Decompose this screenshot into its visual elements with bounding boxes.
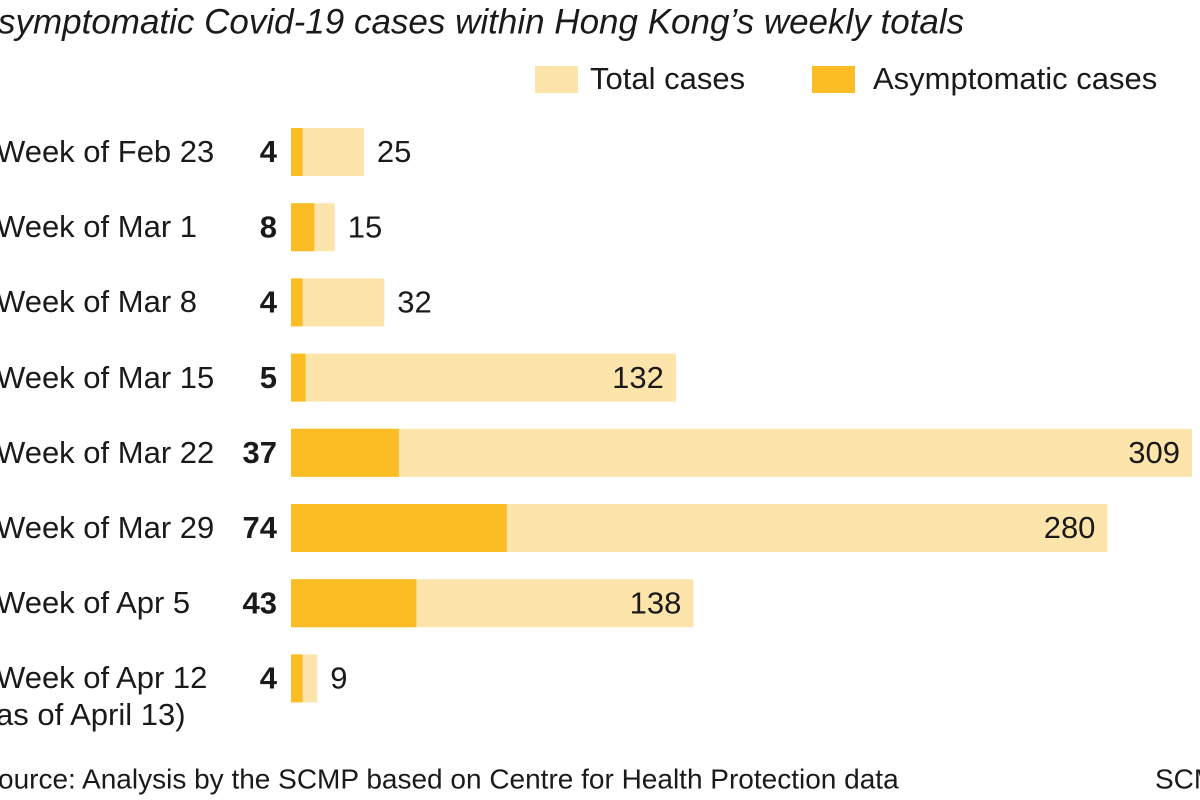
bar [291, 654, 303, 703]
legend-label: Asymptomatic cases [873, 61, 1157, 96]
credit: SCM [1155, 763, 1200, 794]
category-label: Week of Mar 22 [0, 434, 215, 470]
total-label: 132 [612, 360, 664, 395]
bar [291, 353, 676, 402]
total-label: 309 [1128, 435, 1180, 470]
chart-title: symptomatic Covid-19 cases within Hong K… [0, 2, 964, 41]
asymptomatic-label: 4 [260, 661, 278, 696]
bar [291, 504, 507, 552]
bar [291, 278, 303, 327]
asymptomatic-label: 4 [260, 134, 278, 169]
asymptomatic-label: 4 [260, 285, 278, 320]
bar [291, 278, 385, 327]
bar [291, 428, 399, 477]
asymptomatic-label: 74 [243, 510, 278, 545]
category-label: Week of Mar 15 [0, 359, 215, 395]
category-label: Week of Mar 29 [0, 510, 215, 545]
bar [291, 128, 303, 176]
category-label: Week of Mar 1 [0, 209, 198, 245]
category-label: Week of Apr 12 as of April 13) [0, 660, 208, 733]
total-label: 15 [348, 209, 382, 244]
total-label: 25 [377, 134, 411, 169]
total-label: 280 [1044, 510, 1096, 545]
bar [291, 353, 306, 402]
legend-swatch [812, 66, 855, 93]
total-label: 9 [330, 661, 347, 696]
bar [291, 428, 1192, 477]
source: ource: Analysis by the SCMP based on Cen… [0, 763, 899, 794]
legend-swatch [535, 66, 578, 93]
legend-label: Total cases [590, 61, 745, 96]
asymptomatic-label: 5 [260, 360, 277, 395]
bar [291, 203, 315, 252]
asymptomatic-label: 43 [243, 585, 277, 620]
total-label: 32 [397, 285, 431, 320]
asymptomatic-label: 37 [243, 435, 277, 470]
asymptomatic-label: 8 [260, 209, 277, 244]
bar [291, 579, 417, 628]
category-label: Week of Apr 5 [0, 585, 191, 621]
category-label: Week of Feb 23 [0, 134, 215, 169]
total-label: 138 [630, 585, 682, 620]
category-label: Week of Mar 8 [0, 284, 198, 320]
bar [291, 128, 364, 176]
